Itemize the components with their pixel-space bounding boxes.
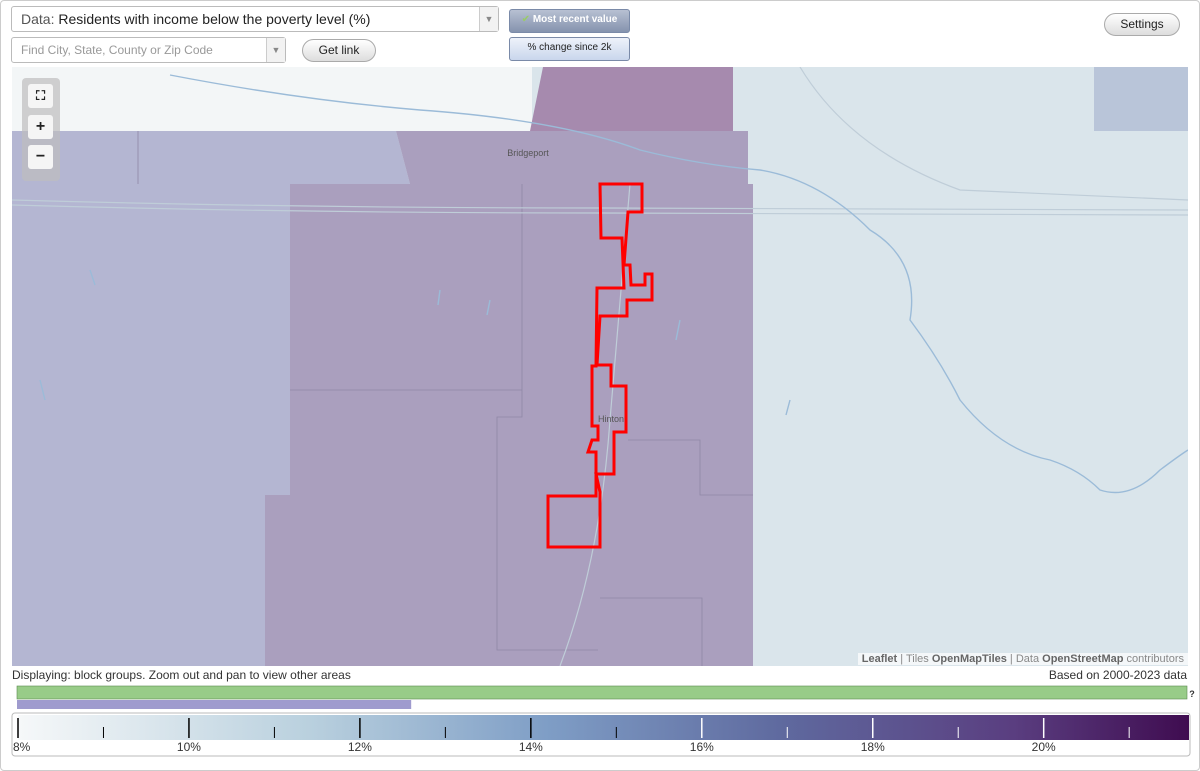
check-icon: ✔: [521, 14, 531, 25]
selected-area[interactable]: [546, 182, 654, 549]
attribution-text: |: [1009, 653, 1013, 665]
place-label: Hinton: [598, 414, 624, 424]
data-label: Data:: [21, 11, 55, 27]
attribution-text: contributors: [1126, 653, 1184, 665]
color-scale: [18, 715, 1189, 740]
attribution-text: Data: [1015, 653, 1040, 665]
tick-label: 20%: [1032, 740, 1056, 754]
displaying-text: Displaying: block groups. Zoom out and p…: [12, 668, 351, 682]
region: [290, 131, 753, 666]
select-arrow: ▼: [479, 7, 498, 31]
region: [530, 67, 733, 131]
most-recent-label: Most recent value: [532, 14, 618, 25]
based-on-text: Based on 2000-2023 data: [1048, 668, 1187, 682]
fullscreen-button[interactable]: ⛶: [28, 84, 53, 108]
zoom-in-button[interactable]: +: [28, 115, 53, 139]
tick-label: 18%: [861, 740, 885, 754]
attribution-text: Tiles: [905, 653, 929, 665]
search-arrow: ▼: [266, 38, 285, 62]
tick-label: 10%: [177, 740, 201, 754]
data-value: Residents with income below the poverty …: [58, 11, 371, 27]
most-recent-toggle[interactable]: ✔ Most recent value: [509, 9, 630, 33]
place-label: Bridgeport: [507, 148, 549, 158]
progress-bar: [16, 685, 1188, 700]
data-select[interactable]: Data: Residents with income below the po…: [11, 6, 499, 32]
region-borders: [137, 131, 753, 666]
change-toggle[interactable]: % change since 2k: [509, 37, 630, 61]
zoom-control: ⛶ + −: [22, 78, 60, 181]
map[interactable]: Bridgeport Hinton: [12, 67, 1188, 666]
value-bar: [17, 700, 412, 709]
search-box[interactable]: Find City, State, County or Zip Code ▼: [11, 37, 286, 63]
settings-button[interactable]: Settings: [1104, 13, 1180, 36]
search-placeholder: Find City, State, County or Zip Code: [21, 43, 213, 57]
region: [12, 131, 410, 666]
attribution-link[interactable]: OpenMapTiles: [931, 653, 1007, 665]
rivers: [39, 74, 1188, 494]
get-link-button[interactable]: Get link: [302, 39, 376, 62]
attribution-link[interactable]: Leaflet: [861, 653, 898, 665]
tick-label: 16%: [690, 740, 714, 754]
attribution-text: |: [900, 653, 904, 665]
attribution-link[interactable]: OpenStreetMap: [1042, 653, 1124, 665]
attribution: Leaflet | Tiles OpenMapTiles | Data Open…: [857, 653, 1188, 665]
region: [265, 495, 290, 666]
tick-label: 14%: [519, 740, 543, 754]
help-icon[interactable]: ?: [1189, 689, 1195, 699]
zoom-out-button[interactable]: −: [28, 145, 53, 169]
top-region: [12, 67, 532, 131]
legend: ? 8% 10% 12% 14% 16% 18% 20%: [11, 685, 1195, 757]
tick-label: 8%: [13, 740, 31, 754]
tick-label: 12%: [348, 740, 372, 754]
region: [1094, 67, 1188, 131]
